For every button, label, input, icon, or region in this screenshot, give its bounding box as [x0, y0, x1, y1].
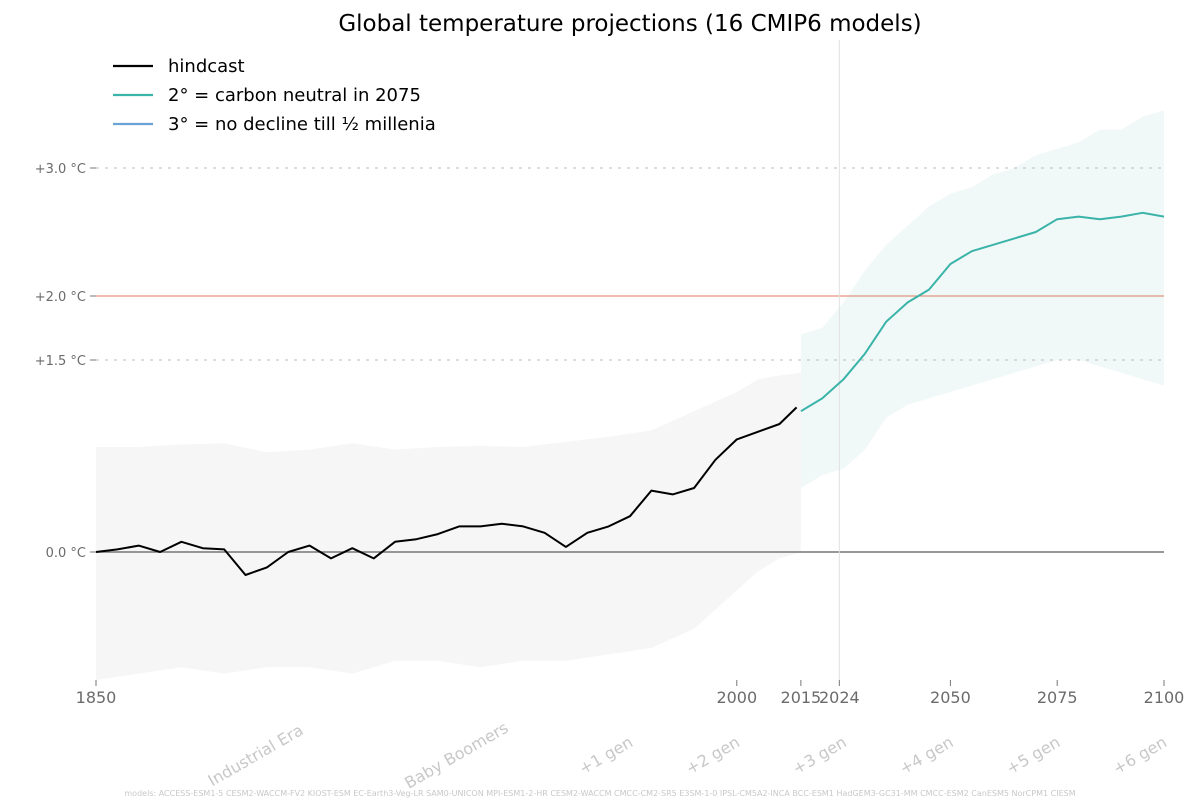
era-label: +3 gen — [789, 732, 849, 778]
models-footer: models: ACCESS-ESM1-5 CESM2-WACCM-FV2 KI… — [124, 789, 1075, 798]
legend-label-3-no-decline-till-millenia: 3° = no decline till ½ millenia — [168, 114, 436, 135]
era-label: +2 gen — [682, 732, 742, 778]
y-tick-label: +3.0 °C — [35, 162, 86, 177]
y-axis-ticks: 0.0 °C +1.5 °C +2.0 °C +3.0 °C — [35, 162, 96, 561]
era-label: +6 gen — [1110, 732, 1170, 778]
era-label: Baby Boomers — [401, 718, 511, 793]
x-tick-label: 2000 — [716, 688, 757, 707]
uncertainty-bands — [96, 110, 1164, 680]
legend: hindcast 2° = carbon neutral in 2075 3° = … — [113, 56, 436, 135]
era-labels: Industrial Era Baby Boomers +1 gen +2 gen +3… — [205, 718, 1170, 793]
x-tick-label: 2015 — [781, 688, 822, 707]
series-line-hindcast — [95, 406, 798, 576]
y-tick-label: +2.0 °C — [35, 290, 86, 305]
era-label: +5 gen — [1003, 732, 1063, 778]
era-label: +1 gen — [576, 732, 636, 778]
series-line-2-carbon-neutral-in-2075 — [800, 211, 1165, 413]
legend-label-hindcast: hindcast — [168, 56, 245, 77]
x-tick-label: 1850 — [76, 688, 117, 707]
chart-title: Global temperature projections (16 CMIP6… — [338, 11, 921, 37]
series-lines — [95, 211, 1165, 576]
x-tick-label: 2050 — [930, 688, 971, 707]
y-tick-label: 0.0 °C — [46, 546, 86, 561]
reference-lines — [96, 40, 1164, 680]
era-label: Industrial Era — [205, 720, 307, 790]
era-label: +4 gen — [896, 732, 956, 778]
band-hindcast — [96, 372, 801, 680]
y-tick-label: +1.5 °C — [35, 354, 86, 369]
x-tick-label: 2100 — [1144, 688, 1185, 707]
legend-label-2-carbon-neutral-in-2075: 2° = carbon neutral in 2075 — [168, 85, 421, 106]
x-tick-label: 2024 — [819, 688, 860, 707]
x-tick-label: 2075 — [1037, 688, 1078, 707]
band-2-carbon-neutral-in-2075 — [800, 110, 1164, 489]
